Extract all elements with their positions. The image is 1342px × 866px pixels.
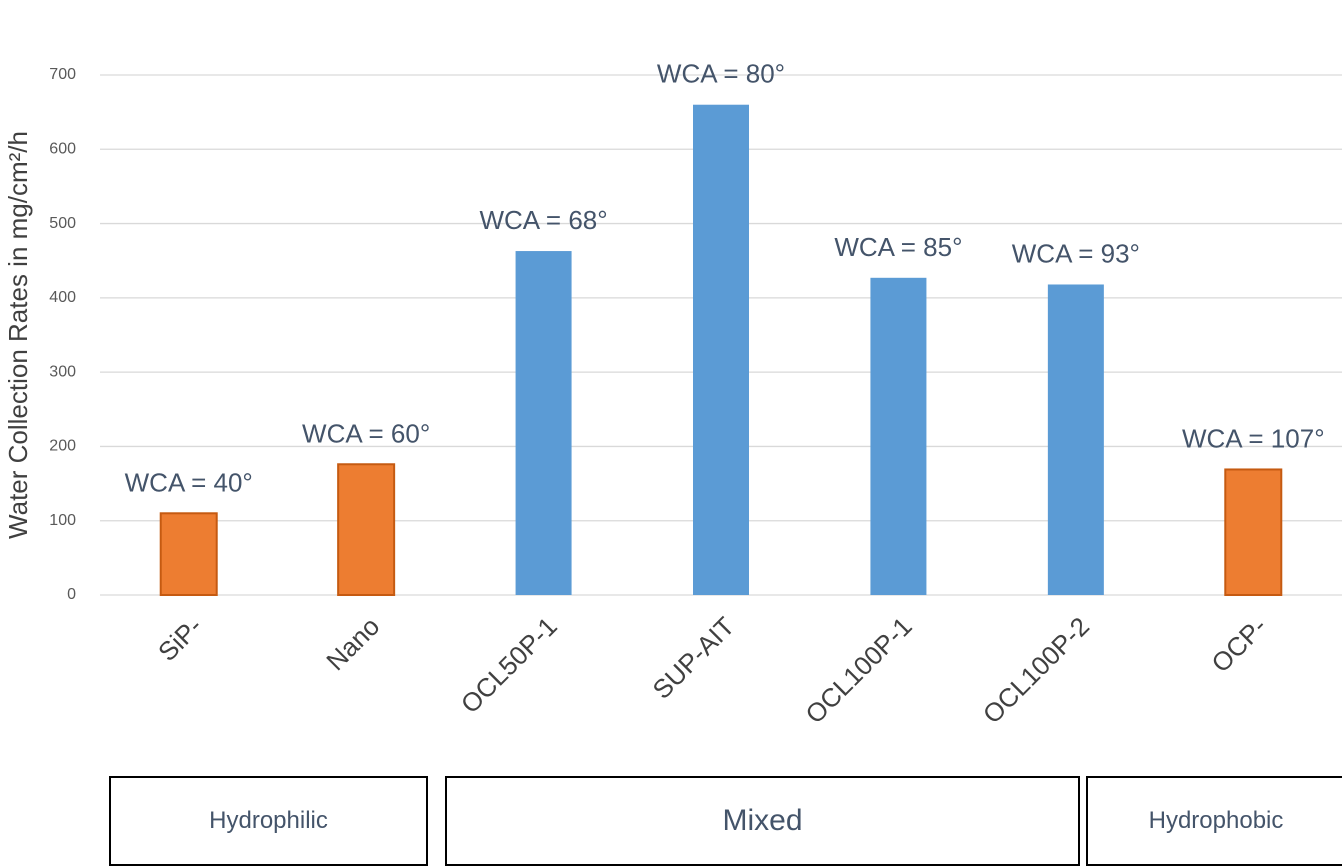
bar bbox=[338, 464, 394, 595]
y-tick-label: 200 bbox=[49, 438, 76, 455]
y-tick-label: 400 bbox=[49, 289, 76, 306]
x-tick-label: Nano bbox=[320, 611, 385, 676]
x-tick-label: SUP-AIT bbox=[646, 611, 740, 705]
y-tick-label: 100 bbox=[49, 512, 76, 529]
group-box-mixed: Mixed bbox=[445, 776, 1080, 866]
group-label-hydrophobic: Hydrophobic bbox=[1149, 807, 1284, 835]
bar bbox=[161, 513, 217, 595]
x-tick-label: OCP- bbox=[1205, 611, 1272, 678]
wca-label: WCA = 68° bbox=[479, 205, 607, 235]
bar-chart: 0 100 200 300 400 500 600 700 WCA = 40° WCA = 60… bbox=[0, 0, 1342, 780]
bar bbox=[693, 105, 749, 595]
y-tick-label: 700 bbox=[49, 66, 76, 83]
y-tick-label: 0 bbox=[67, 586, 76, 603]
wca-label: WCA = 107° bbox=[1182, 423, 1325, 453]
y-axis-label: Water Collection Rates in mg/cm²/h bbox=[3, 131, 33, 539]
x-tick-label: SiP- bbox=[152, 611, 208, 667]
group-box-hydrophilic: Hydrophilic bbox=[109, 776, 428, 866]
y-tick-label: 600 bbox=[49, 141, 76, 158]
group-box-hydrophobic: Hydrophobic bbox=[1086, 776, 1342, 866]
wca-label: WCA = 40° bbox=[125, 467, 253, 497]
x-tick-label: OCL100P-1 bbox=[799, 611, 917, 729]
x-tick-label: OCL50P-1 bbox=[455, 611, 563, 719]
group-label-mixed: Mixed bbox=[722, 804, 802, 838]
bar bbox=[870, 278, 926, 595]
y-axis-ticks: 0 100 200 300 400 500 600 700 bbox=[49, 66, 76, 603]
bar bbox=[516, 251, 572, 595]
wca-label: WCA = 93° bbox=[1012, 238, 1140, 268]
wca-label: WCA = 85° bbox=[834, 232, 962, 262]
wca-label: WCA = 80° bbox=[657, 59, 785, 89]
bar bbox=[1225, 469, 1281, 595]
x-tick-label: OCL100P-2 bbox=[977, 611, 1095, 729]
y-tick-label: 500 bbox=[49, 215, 76, 232]
bars bbox=[161, 105, 1282, 595]
wca-label: WCA = 60° bbox=[302, 418, 430, 448]
group-label-hydrophilic: Hydrophilic bbox=[209, 807, 328, 835]
y-tick-label: 300 bbox=[49, 363, 76, 380]
bar bbox=[1048, 284, 1104, 595]
x-axis-ticks: SiP- Nano OCL50P-1 SUP-AIT OCL100P-1 OCL100P-… bbox=[152, 611, 1273, 729]
